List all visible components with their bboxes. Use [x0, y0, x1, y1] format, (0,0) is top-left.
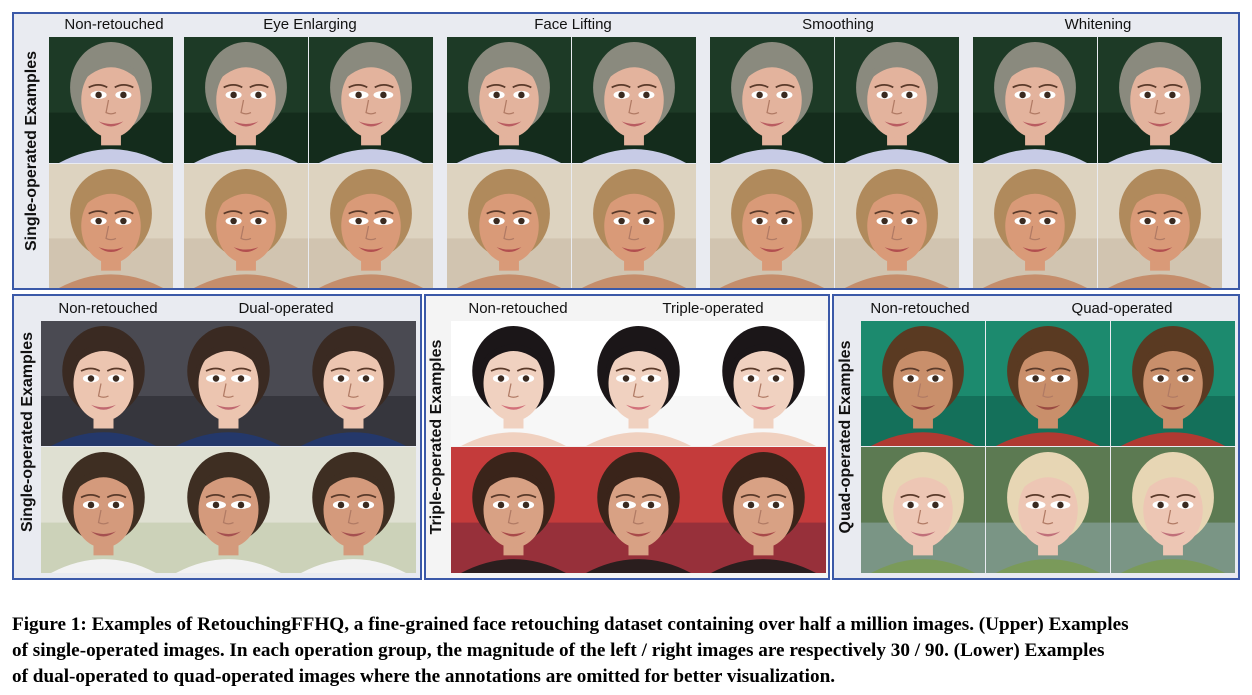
triple-label-non-retouched: Non-retouched [468, 300, 568, 317]
face-image-dual-row2-col2 [166, 447, 291, 573]
face-image-woman-face-lifting-30 [447, 164, 571, 288]
dual-side-label: Single-operated Examples [19, 331, 36, 533]
face-image-triple-row2-col2 [576, 447, 701, 573]
face-image-woman-whitening-90 [1098, 164, 1222, 288]
dual-label-non-retouched: Non-retouched [58, 300, 158, 317]
col-label-face-lifting: Face Lifting [534, 16, 612, 33]
caption-line-1: Figure 1: Examples of RetouchingFFHQ, a … [12, 614, 1129, 635]
face-image-boy-whitening-90 [1098, 37, 1222, 163]
face-image-woman-face-lifting-90 [572, 164, 696, 288]
quad-label-quad-operated: Quad-operated [1071, 300, 1173, 317]
face-image-boy-face-lifting-30 [447, 37, 571, 163]
figure-caption: Figure 1: Examples of RetouchingFFHQ, a … [12, 612, 1244, 690]
col-label-non-retouched: Non-retouched [64, 16, 164, 33]
face-image-quad-row1-col3 [1111, 321, 1235, 446]
face-image-woman-smoothing-90 [835, 164, 959, 288]
face-image-triple-row1-col3 [701, 321, 826, 446]
face-image-triple-row1-col1 [451, 321, 576, 446]
face-image-boy-face-lifting-90 [572, 37, 696, 163]
upper-side-label: Single-operated Examples [23, 50, 40, 252]
caption-line-2: of single-operated images. In each opera… [12, 640, 1105, 661]
face-image-woman-non-retouched [49, 164, 173, 288]
face-image-quad-row2-col3 [1111, 447, 1235, 573]
face-image-boy-smoothing-90 [835, 37, 959, 163]
caption-line-3: of dual-operated to quad-operated images… [12, 666, 836, 687]
col-label-whitening: Whitening [1064, 16, 1132, 33]
face-image-quad-row1-col2 [986, 321, 1110, 446]
face-image-triple-row1-col2 [576, 321, 701, 446]
face-image-boy-eye-enlarging-90 [309, 37, 433, 163]
col-label-smoothing: Smoothing [802, 16, 874, 33]
face-image-woman-eye-enlarging-90 [309, 164, 433, 288]
face-image-quad-row1-col1 [861, 321, 985, 446]
face-image-boy-smoothing-30 [710, 37, 834, 163]
face-image-woman-whitening-30 [973, 164, 1097, 288]
face-image-boy-whitening-30 [973, 37, 1097, 163]
quad-side-label: Quad-operated Examples [837, 340, 854, 534]
face-image-boy-non-retouched [49, 37, 173, 163]
face-image-quad-row2-col2 [986, 447, 1110, 573]
face-image-triple-row2-col1 [451, 447, 576, 573]
face-image-dual-row1-col1 [41, 321, 166, 446]
face-image-boy-eye-enlarging-30 [184, 37, 308, 163]
triple-label-triple-operated: Triple-operated [662, 300, 764, 317]
quad-label-non-retouched: Non-retouched [870, 300, 970, 317]
face-image-dual-row2-col1 [41, 447, 166, 573]
dual-label-dual-operated: Dual-operated [238, 300, 334, 317]
face-image-dual-row2-col3 [291, 447, 416, 573]
face-image-quad-row2-col1 [861, 447, 985, 573]
triple-side-label: Triple-operated Examples [428, 339, 445, 535]
face-image-woman-eye-enlarging-30 [184, 164, 308, 288]
face-image-dual-row1-col3 [291, 321, 416, 446]
face-image-woman-smoothing-30 [710, 164, 834, 288]
face-image-dual-row1-col2 [166, 321, 291, 446]
col-label-eye-enlarging: Eye Enlarging [263, 16, 357, 33]
face-image-triple-row2-col3 [701, 447, 826, 573]
